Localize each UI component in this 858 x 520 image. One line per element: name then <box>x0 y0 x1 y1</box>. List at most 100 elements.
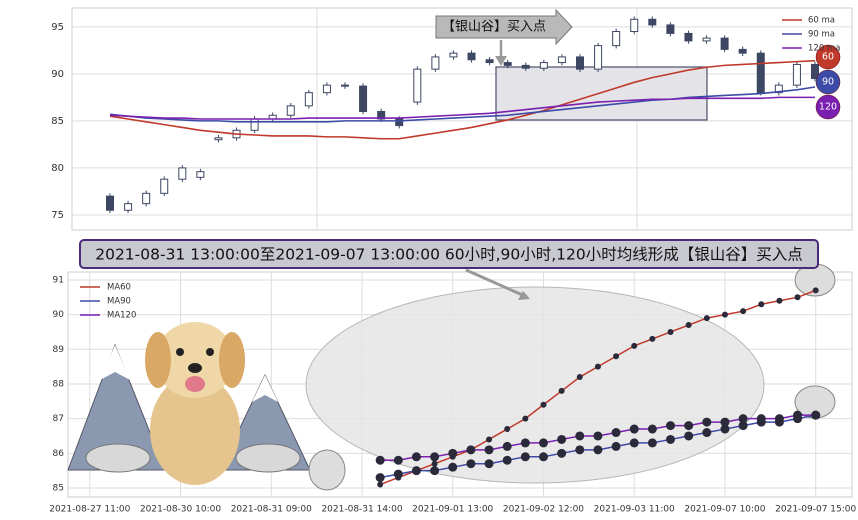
y-tick-label: 95 <box>51 22 64 33</box>
ma-line <box>109 59 816 140</box>
y-tick-label: 87 <box>53 414 64 424</box>
ma-point <box>611 441 621 451</box>
ma-point <box>811 410 821 420</box>
ma-badge <box>815 94 841 120</box>
y-tick-label: 85 <box>53 483 64 493</box>
ma-point <box>484 459 494 469</box>
candle-body <box>467 52 476 61</box>
y-tick-label: 88 <box>53 379 65 389</box>
legend-label: MA90 <box>107 297 131 307</box>
ma-point <box>411 466 421 476</box>
ma-point <box>721 311 728 318</box>
banner-box <box>79 239 819 269</box>
candle-body <box>539 62 548 69</box>
x-tick-label: 2021-08-31 14:00 <box>321 505 402 515</box>
arrow-head <box>518 291 530 300</box>
ma-badge <box>815 69 841 95</box>
y-tick-label: 86 <box>53 449 65 459</box>
ma-point <box>430 452 440 462</box>
ma-point <box>812 287 819 294</box>
x-tick-label: 2021-08-27 11:00 <box>49 505 130 515</box>
ma-point <box>486 436 493 443</box>
legend-label: 60 ma <box>808 16 835 26</box>
legend-label: MA60 <box>107 283 131 293</box>
ma-point <box>740 308 747 315</box>
ma-point <box>393 455 403 465</box>
ma-point <box>738 414 748 424</box>
banner-text: 2021-08-31 13:00:00至2021-09-07 13:00:00 … <box>95 246 803 264</box>
dog-eye <box>206 348 214 356</box>
candle-body <box>286 105 295 116</box>
candle-body <box>124 203 133 211</box>
ma-point <box>611 428 621 438</box>
ma-point <box>685 322 692 329</box>
candle-body <box>503 62 512 66</box>
candle-body <box>720 37 729 50</box>
x-tick-label: 2021-09-01 13:00 <box>412 505 493 515</box>
candle-body <box>485 59 494 64</box>
y-tick-label: 80 <box>51 163 64 174</box>
ma-point <box>667 328 674 335</box>
ma-point <box>756 414 766 424</box>
ma-point <box>702 428 712 438</box>
ma-point <box>484 445 494 455</box>
dog-ear <box>145 332 171 388</box>
y-tick-label: 85 <box>51 116 64 127</box>
ma-point <box>649 335 656 342</box>
ma-point <box>594 363 601 370</box>
ma-point <box>738 421 748 431</box>
candle-body <box>413 68 422 103</box>
dog-head <box>155 322 235 398</box>
arrow <box>465 268 528 299</box>
ma-point <box>538 438 548 448</box>
ma-line <box>109 96 815 120</box>
top-chart: 75 80 85 90 95 60 ma 60 90 ma 90 120 ma 120 【银山谷】买入… <box>51 8 852 230</box>
x-tick-label: 2021-08-31 09:00 <box>231 505 312 515</box>
candle-body <box>214 137 223 141</box>
candle-body <box>612 31 621 47</box>
ma-point <box>684 421 694 431</box>
ma-point <box>520 452 530 462</box>
ma-badge-label: 60 <box>822 52 834 63</box>
ma-point <box>466 459 476 469</box>
candle-body <box>774 84 783 94</box>
y-tick-label: 90 <box>53 310 65 320</box>
dog-ear <box>219 332 245 388</box>
candle-body <box>377 110 386 120</box>
y-tick-label: 90 <box>51 69 64 80</box>
ma-point <box>448 462 458 472</box>
ma-point <box>576 374 583 381</box>
candle-body <box>521 64 530 69</box>
annotation-text: 【银山谷】买入点 <box>442 20 546 35</box>
bottom-chart: 85 86 87 88 89 90 91 2021-08-27 11:00 2021-08-30… <box>49 263 857 515</box>
candle-body <box>792 63 801 86</box>
ma-point <box>538 452 548 462</box>
ma-point <box>702 417 712 427</box>
ma-point <box>431 460 438 467</box>
candle-body <box>359 85 368 112</box>
x-tick-label: 2021-09-07 10:00 <box>684 505 765 515</box>
ma-point <box>684 431 694 441</box>
y-tick-label: 91 <box>53 275 64 285</box>
ingot <box>235 443 301 473</box>
ma-point <box>593 431 603 441</box>
ma-point <box>393 469 403 479</box>
ma-point <box>540 401 547 408</box>
ma-point <box>720 417 730 427</box>
ma-point <box>502 455 512 465</box>
candle-body <box>160 178 169 194</box>
candle-body <box>142 192 151 205</box>
ingot <box>85 443 151 473</box>
ma-point <box>666 421 676 431</box>
candle-body <box>576 56 584 70</box>
y-tick-label: 75 <box>51 210 64 221</box>
ma-badge-label: 90 <box>822 77 834 88</box>
ma-point <box>793 410 803 420</box>
x-tick-label: 2021-09-02 12:00 <box>503 505 584 515</box>
ma-line <box>109 86 816 123</box>
ingot <box>308 449 346 491</box>
candle-body <box>594 45 603 70</box>
y-tick-label: 89 <box>53 345 65 355</box>
legend-label: 120 ma <box>808 44 840 54</box>
